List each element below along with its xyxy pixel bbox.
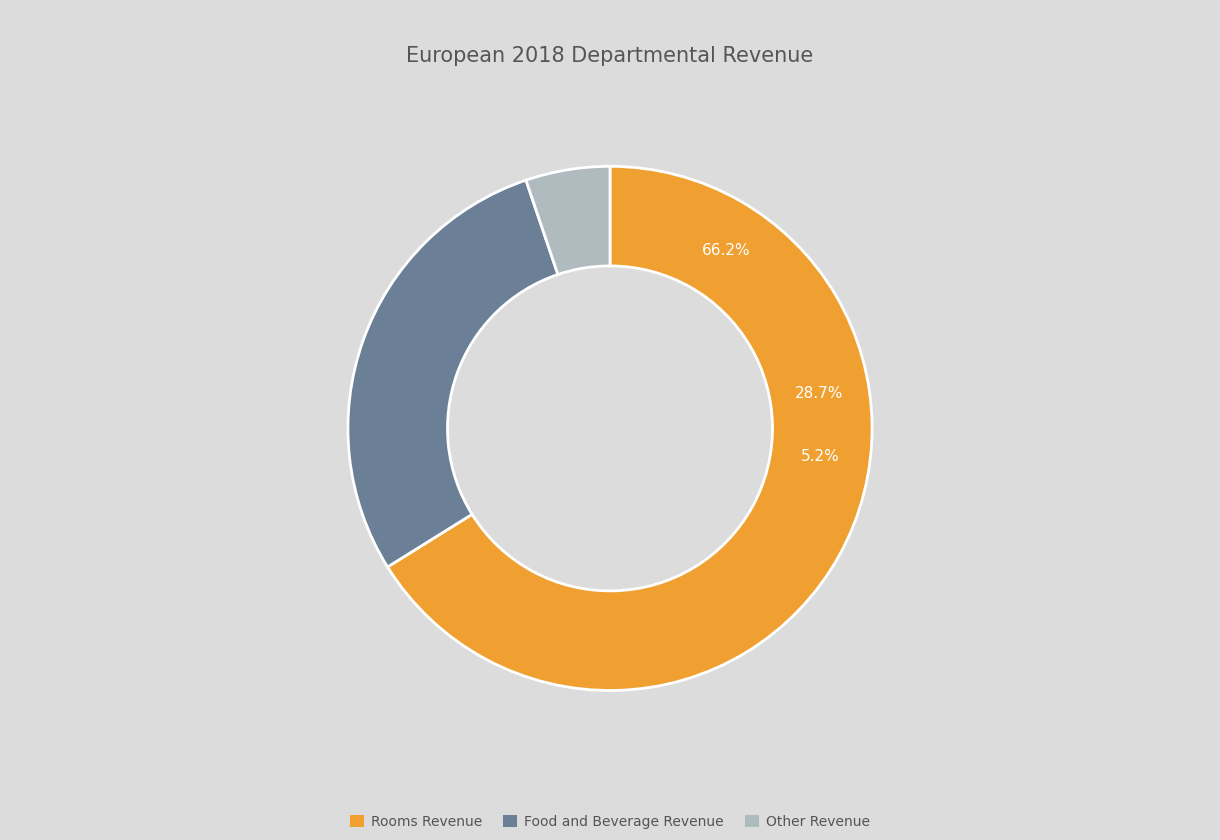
Wedge shape — [348, 180, 558, 567]
Wedge shape — [526, 166, 610, 275]
Text: 28.7%: 28.7% — [795, 386, 843, 401]
Legend: Rooms Revenue, Food and Beverage Revenue, Other Revenue: Rooms Revenue, Food and Beverage Revenue… — [345, 809, 875, 834]
Title: European 2018 Departmental Revenue: European 2018 Departmental Revenue — [406, 46, 814, 66]
Wedge shape — [388, 166, 872, 690]
Text: 66.2%: 66.2% — [702, 243, 750, 258]
Text: 5.2%: 5.2% — [802, 449, 839, 464]
